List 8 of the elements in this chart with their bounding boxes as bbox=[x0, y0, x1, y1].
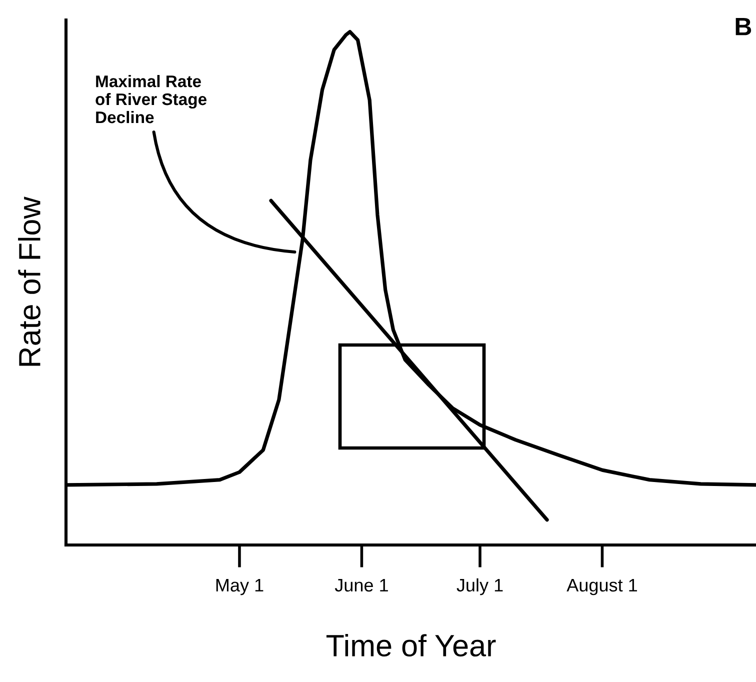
x-tick-label: July 1 bbox=[456, 578, 503, 596]
x-tick-label: August 1 bbox=[566, 578, 637, 596]
annotation: Maximal Rate of River Stage Decline bbox=[96, 75, 206, 124]
y-axis-title: Rate of Flow bbox=[18, 196, 41, 366]
x-axis-title: Time of Year bbox=[326, 634, 496, 656]
annotation: B bbox=[736, 18, 752, 36]
x-tick-label: May 1 bbox=[216, 578, 264, 596]
x-tick-label: June 1 bbox=[334, 578, 388, 592]
